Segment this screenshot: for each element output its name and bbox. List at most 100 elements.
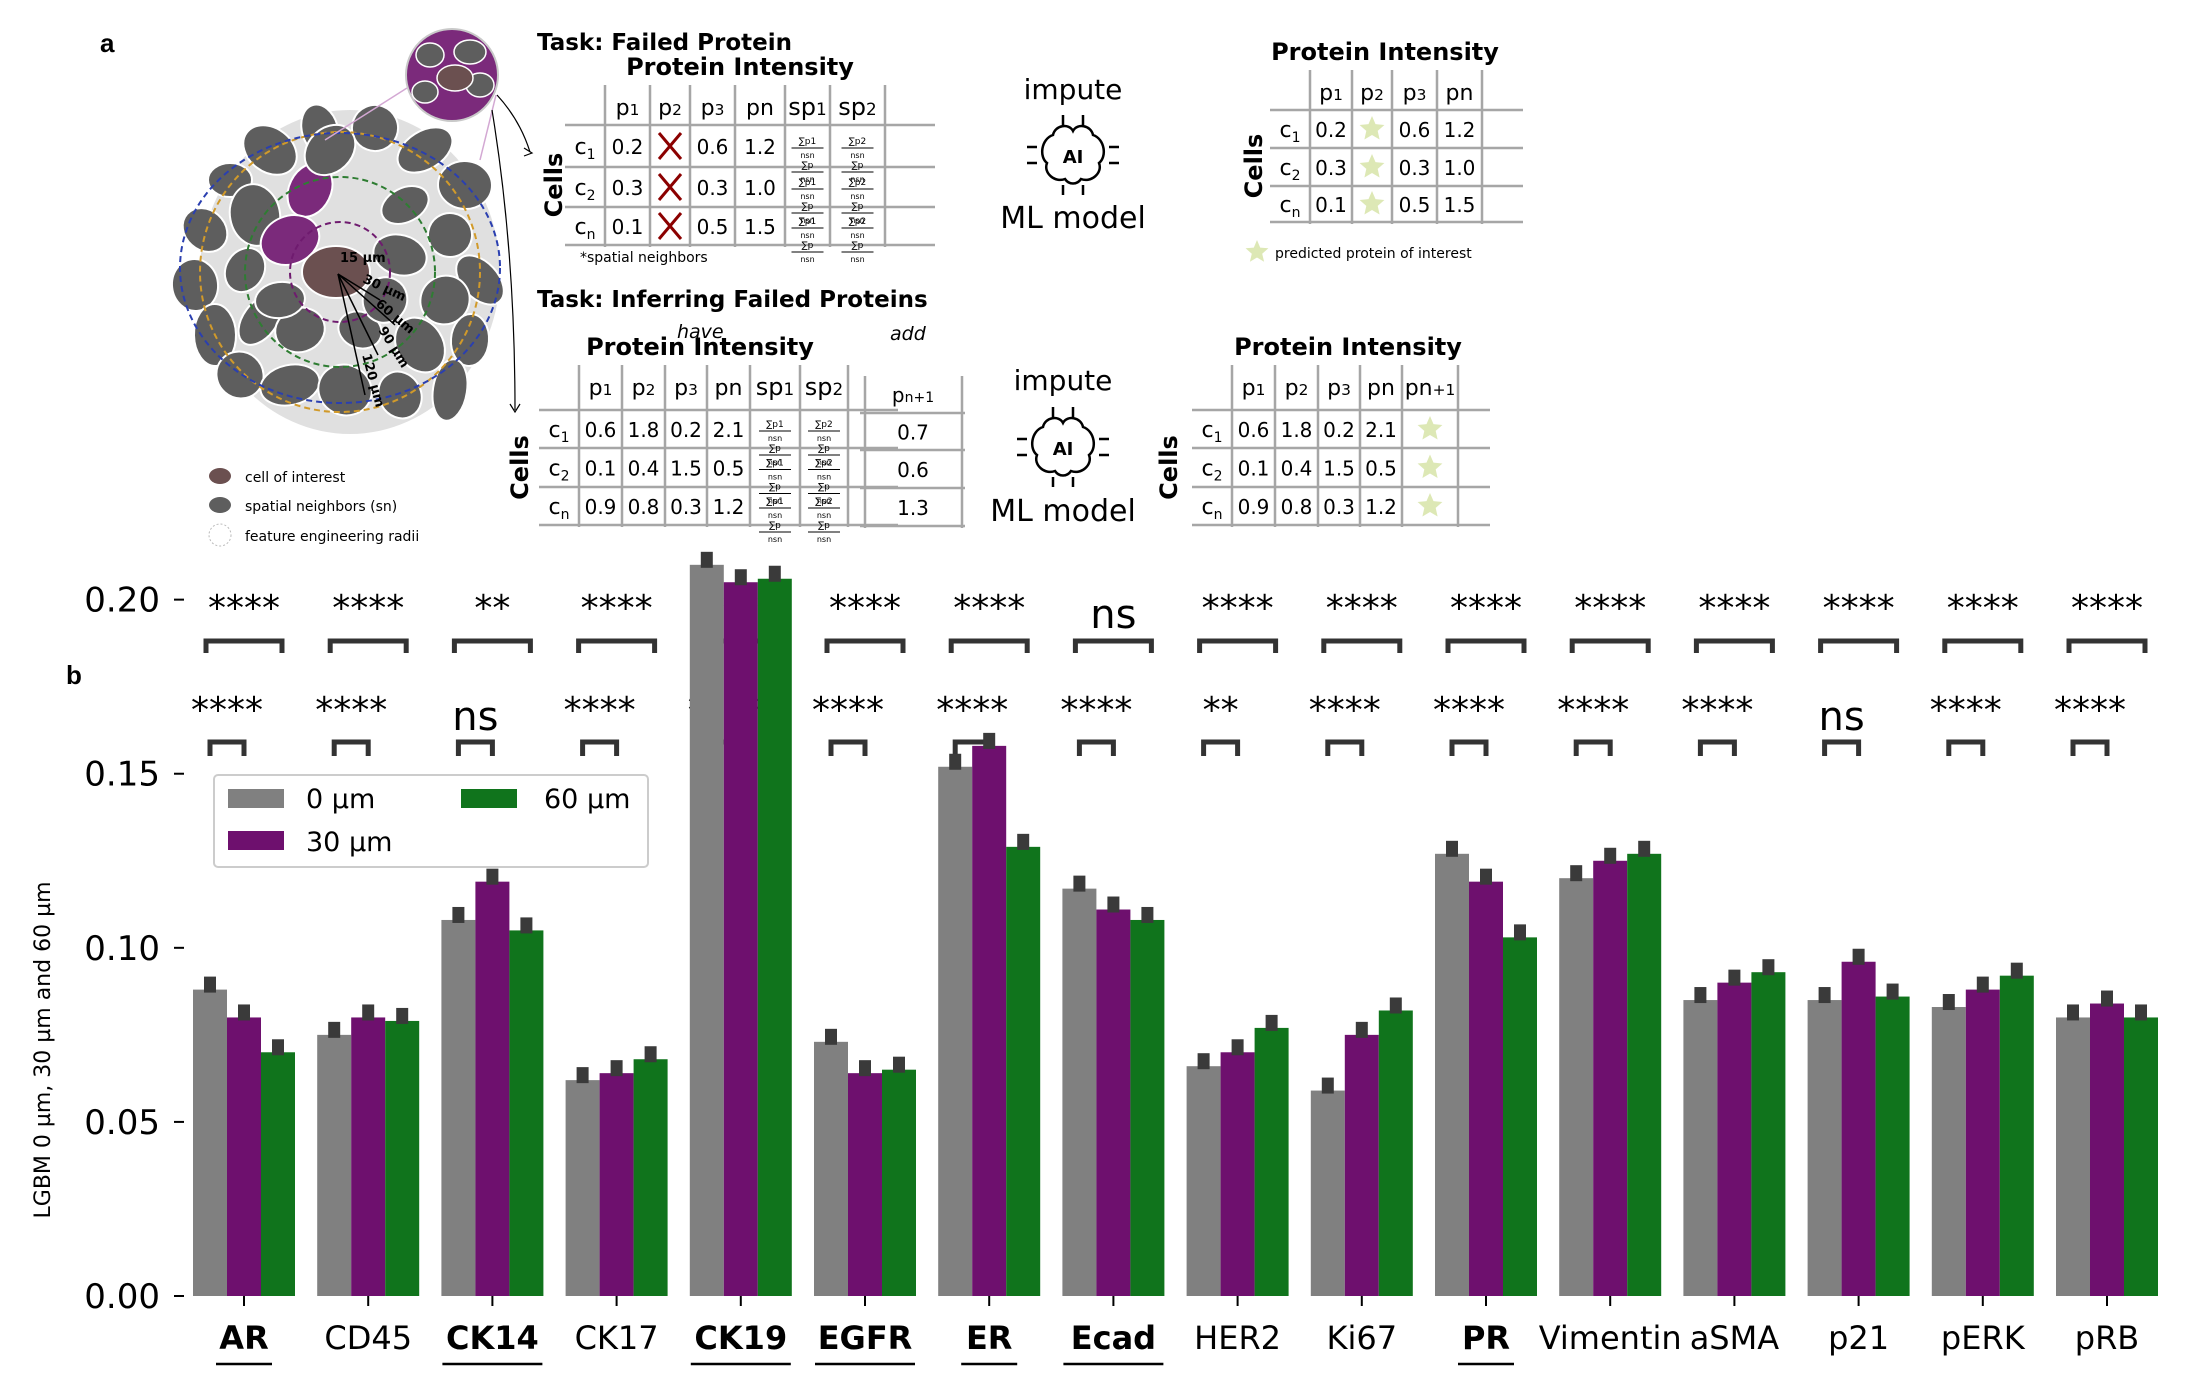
legend-cell-of-interest: cell of interest — [245, 470, 346, 486]
significance-bracket — [331, 739, 371, 756]
legend-feature-radii: feature engineering radii — [245, 529, 419, 545]
row-label: c2 — [548, 457, 569, 485]
ml-model-2: impute AI ML model — [990, 364, 1136, 529]
table-cell: 0.4 — [628, 457, 660, 481]
row-label: c2 — [574, 176, 595, 204]
sum-formula: ∑p1 — [799, 217, 817, 227]
error-bar — [1818, 987, 1831, 1004]
sum-denominator: nsn — [800, 255, 814, 264]
table-cell: 1.5 — [1444, 193, 1476, 217]
x-tick-label: aSMA — [1690, 1319, 1780, 1357]
cells-axis-label: Cells — [1240, 134, 1268, 199]
ai-text-2: AI — [1053, 439, 1074, 460]
sum-denominator: nsn — [768, 497, 782, 506]
column-header: p2 — [1285, 376, 1309, 401]
error-bar — [893, 1056, 905, 1073]
y-tick-label: 0.15 — [84, 755, 160, 795]
table-cell: 0.6 — [1399, 118, 1431, 142]
tissue-cell — [431, 358, 469, 422]
cell-of-interest-icon — [301, 245, 371, 299]
table-cell: 0.7 — [897, 421, 929, 445]
significance-bracket — [2070, 739, 2110, 756]
significance-bracket — [1822, 739, 1862, 756]
significance-bracket — [948, 638, 1030, 653]
column-header: pn+1 — [1405, 376, 1456, 401]
significance-bracket — [1076, 739, 1116, 756]
table-cell: 0.1 — [1315, 193, 1347, 217]
sum-denominator: nsn — [817, 535, 831, 544]
predicted-note-text: predicted protein of interest — [1275, 246, 1472, 262]
x-tick-label: p21 — [1828, 1319, 1889, 1357]
error-bar — [396, 1007, 409, 1024]
sum-formula: ∑p — [818, 483, 830, 493]
significance-label: **** — [208, 588, 280, 629]
ai-text-1: AI — [1063, 147, 1084, 168]
significance-label: ns — [452, 694, 498, 740]
table-cell: 0.2 — [670, 418, 702, 442]
column-header: sp2 — [805, 373, 843, 401]
error-bar — [610, 1060, 623, 1077]
table-cell: 1.0 — [744, 176, 776, 200]
significance-label: **** — [1309, 690, 1381, 731]
legend-swatch-30um — [228, 831, 284, 850]
significance-label: ** — [1203, 690, 1239, 731]
bar-CK19-60 µm — [757, 578, 792, 1296]
error-bar — [1604, 847, 1617, 864]
significance-label: ** — [474, 588, 510, 629]
error-bar — [328, 1021, 341, 1038]
significance-label: **** — [812, 690, 884, 731]
bar-HER2-30 µm — [1220, 1052, 1255, 1296]
error-bar — [983, 732, 996, 749]
table-infer-add: pn+1 0.7 0.6 1.3 — [860, 376, 965, 528]
significance-bracket — [327, 638, 409, 653]
x-tick-label: Vimentin — [1539, 1319, 1682, 1357]
impute-label-2: impute — [1014, 364, 1113, 397]
row-label: cn — [549, 495, 570, 523]
error-bar — [1480, 868, 1492, 885]
significance-label: **** — [1681, 690, 1753, 731]
failed-protein-x-icon — [657, 173, 683, 201]
table-cell: 0.3 — [1399, 156, 1431, 180]
predicted-star-icon — [1417, 416, 1443, 440]
table-cell: 0.5 — [1399, 193, 1431, 217]
row-label: cn — [575, 215, 596, 243]
significance-label: **** — [1450, 588, 1522, 629]
bar-aSMA-0 µm — [1683, 1000, 1718, 1296]
cells-axis-label: Cells — [540, 153, 568, 218]
tissue-cell — [181, 207, 229, 253]
sum-denominator: nsn — [817, 497, 831, 506]
table-title: Protein Intensity — [1271, 38, 1499, 66]
table-cell: 0.4 — [1281, 457, 1313, 481]
sum-formula: ∑p — [802, 202, 814, 212]
error-bar — [520, 917, 533, 934]
significance-label: **** — [332, 588, 404, 629]
error-bar — [1017, 833, 1030, 850]
bar-CK14-0 µm — [441, 919, 476, 1296]
table-title: Protein Intensity — [626, 53, 854, 81]
error-bar — [1107, 896, 1120, 913]
sum-formula: ∑p1 — [799, 178, 817, 188]
sum-formula: ∑p — [769, 483, 781, 493]
bar-CD45-0 µm — [317, 1034, 352, 1296]
bar-Vimentin-0 µm — [1559, 878, 1594, 1296]
bar-AR-0 µm — [193, 989, 227, 1296]
bar-pERK-60 µm — [1999, 975, 2034, 1296]
legend-label-60um: 60 µm — [544, 784, 630, 815]
significance-label: **** — [1060, 690, 1132, 731]
significance-bracket — [1445, 638, 1527, 653]
legend-swatch-60um — [461, 789, 517, 808]
sum-denominator: nsn — [850, 192, 864, 201]
sum-denominator: nsn — [817, 511, 831, 520]
sum-formula: ∑p2 — [849, 217, 867, 227]
sum-formula: ∑p1 — [799, 137, 817, 147]
bar-PR-60 µm — [1503, 937, 1537, 1296]
bar-AR-30 µm — [227, 1017, 261, 1296]
table-cell: 0.2 — [1315, 118, 1347, 142]
table-cell: 2.1 — [1365, 418, 1397, 442]
sum-formula: ∑p1 — [766, 459, 784, 469]
column-header: pn — [715, 376, 743, 401]
table-cell: 1.8 — [628, 418, 660, 442]
significance-label: **** — [1930, 690, 2002, 731]
bar-CK17-60 µm — [633, 1059, 668, 1296]
significance-bracket — [1201, 739, 1241, 756]
